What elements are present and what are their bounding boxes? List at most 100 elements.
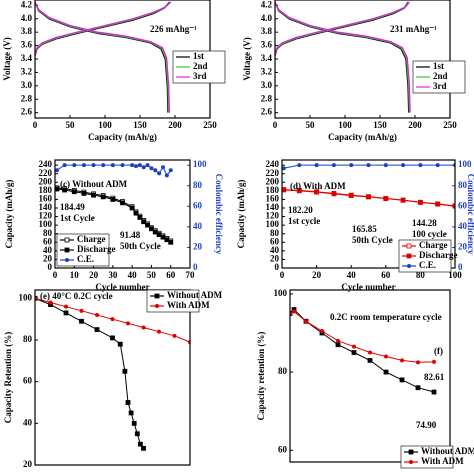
marker (79, 318, 84, 324)
marker (282, 166, 286, 171)
x-tick-label: 60 (381, 270, 391, 280)
y-tick-label: 100 (274, 288, 288, 298)
y-axis-label: Capacity (mAh/g) (236, 180, 246, 249)
y-tick-label: 3.6 (261, 40, 273, 50)
y-tick-label: 100 (266, 219, 280, 229)
legend-label: 1st (433, 61, 444, 71)
y-tick-label: 4.0 (261, 13, 273, 23)
marker (161, 165, 165, 170)
marker (126, 321, 130, 326)
y-tick-label: 3.4 (21, 53, 33, 63)
annotation: 226 mAhg⁻¹ (150, 24, 197, 34)
marker (335, 342, 341, 348)
x-tick-label: 30 (108, 270, 118, 280)
y2-tick-label: 100 (458, 159, 472, 169)
marker (91, 192, 96, 198)
marker (415, 385, 421, 391)
annotation: 144.28 (412, 218, 437, 228)
marker (131, 420, 137, 426)
marker (418, 163, 423, 168)
series-line (275, 1, 411, 113)
series-line (275, 1, 410, 113)
marker (72, 163, 77, 168)
y-tick-label: 4.2 (21, 0, 33, 9)
y-tick-label: 3.6 (21, 40, 33, 50)
annotation: 1st Cycle (60, 213, 95, 223)
y-tick-label: 3.0 (261, 80, 273, 90)
y-tick-label: 240 (266, 159, 280, 169)
marker (351, 350, 357, 355)
annotation: 184.49 (60, 202, 85, 212)
marker (137, 441, 143, 447)
annotation: (f) (434, 346, 443, 356)
annotation: 82.61 (424, 372, 445, 382)
y2-tick-label: 60 (458, 200, 468, 210)
y-tick-label: 140 (266, 202, 280, 212)
legend-label: Without ADM (167, 290, 223, 300)
marker (137, 163, 142, 168)
y-tick-label: 4.0 (21, 13, 33, 23)
y2-tick-label: 80 (458, 180, 468, 190)
legend-label: 3rd (193, 71, 207, 81)
marker (349, 163, 354, 168)
series-line (35, 1, 172, 113)
x-tick-label: 250 (443, 120, 457, 130)
marker (110, 335, 115, 341)
legend-marker (406, 243, 412, 249)
legend-marker (64, 237, 70, 243)
x-axis-label: Capacity (mAh/g) (88, 132, 157, 142)
legend-label: 3rd (433, 81, 447, 91)
marker (366, 163, 371, 168)
plot-frame (274, 0, 451, 119)
marker (157, 171, 162, 176)
marker (314, 189, 320, 195)
marker (55, 168, 59, 173)
x-tick-label: 0 (53, 270, 58, 280)
marker (130, 163, 135, 168)
series-line (35, 1, 171, 113)
marker (129, 205, 135, 211)
x-axis-label: Capacity (mAh/g) (328, 132, 397, 142)
legend-marker (408, 449, 414, 455)
y2-tick-label: 20 (458, 241, 468, 251)
x-tick-label: 0 (33, 120, 38, 130)
marker (320, 329, 324, 334)
marker (149, 166, 154, 171)
y-tick-label: 80 (278, 366, 288, 376)
x-tick-label: 50 (66, 120, 76, 130)
marker (314, 163, 319, 168)
annotation: 100 cycle (412, 229, 447, 239)
x-tick-label: 50 (306, 120, 316, 130)
marker (94, 327, 100, 332)
legend-label: Without ADM (421, 446, 474, 456)
marker (401, 163, 406, 168)
marker (110, 197, 116, 202)
marker (79, 308, 84, 313)
y-tick-label: 3.2 (21, 66, 33, 76)
marker (81, 191, 87, 196)
annotation: 50th Cycle (352, 235, 393, 245)
x-tick-label: 200 (168, 120, 182, 130)
y2-axis-label: Coulombic efficiency (214, 174, 224, 255)
plot-frame (54, 159, 191, 269)
y2-tick-label: 100 (193, 159, 207, 169)
y-tick-label: 80 (43, 228, 53, 238)
y-tick-label: 240 (39, 159, 53, 169)
x-axis-label: Cycle number (95, 282, 149, 292)
marker (91, 163, 96, 168)
marker (383, 196, 389, 201)
marker (156, 232, 162, 237)
marker (101, 163, 106, 168)
y-tick-label: 180 (39, 185, 53, 195)
y-axis-label: Capacity (mAh/g) (4, 180, 14, 249)
legend-marker (406, 253, 412, 259)
plot-area (282, 163, 455, 209)
plot-area (35, 295, 190, 451)
marker (141, 165, 146, 170)
marker (153, 168, 158, 173)
legend-marker (409, 460, 413, 464)
plot-frame (34, 289, 191, 466)
y-tick-label: 3.4 (261, 53, 273, 63)
marker (292, 309, 296, 314)
annotation: 182.20 (288, 205, 313, 215)
